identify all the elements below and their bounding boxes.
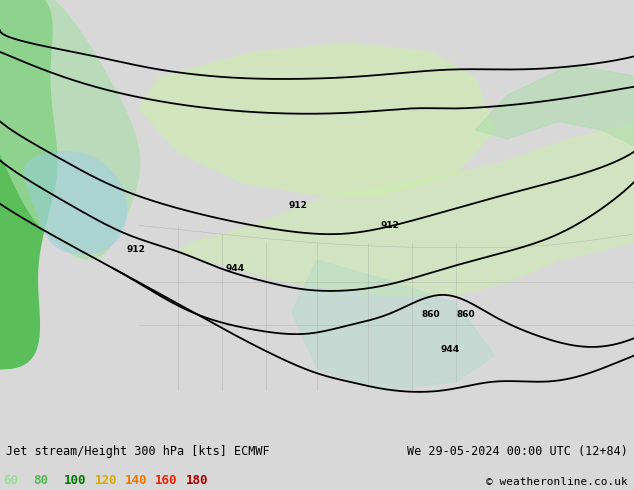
PathPatch shape <box>23 151 127 255</box>
Text: 944: 944 <box>441 344 460 354</box>
PathPatch shape <box>0 0 140 260</box>
Text: 120: 120 <box>94 474 117 487</box>
Polygon shape <box>292 260 495 390</box>
Text: We 29-05-2024 00:00 UTC (12+84): We 29-05-2024 00:00 UTC (12+84) <box>407 445 628 458</box>
PathPatch shape <box>0 0 58 369</box>
Text: 912: 912 <box>127 245 146 254</box>
Text: 160: 160 <box>155 474 178 487</box>
Polygon shape <box>139 44 495 195</box>
Text: © weatheronline.co.uk: © weatheronline.co.uk <box>486 477 628 487</box>
Polygon shape <box>476 65 634 152</box>
Polygon shape <box>178 122 634 295</box>
Text: Jet stream/Height 300 hPa [kts] ECMWF: Jet stream/Height 300 hPa [kts] ECMWF <box>6 445 270 458</box>
Text: 140: 140 <box>125 474 147 487</box>
Text: 180: 180 <box>186 474 208 487</box>
Text: 944: 944 <box>225 265 244 273</box>
Text: 912: 912 <box>288 201 307 211</box>
Text: 60: 60 <box>3 474 18 487</box>
Text: 912: 912 <box>380 221 399 230</box>
Text: 80: 80 <box>34 474 49 487</box>
Text: 860: 860 <box>456 310 476 319</box>
Text: 100: 100 <box>64 474 86 487</box>
Text: 860: 860 <box>422 310 441 319</box>
